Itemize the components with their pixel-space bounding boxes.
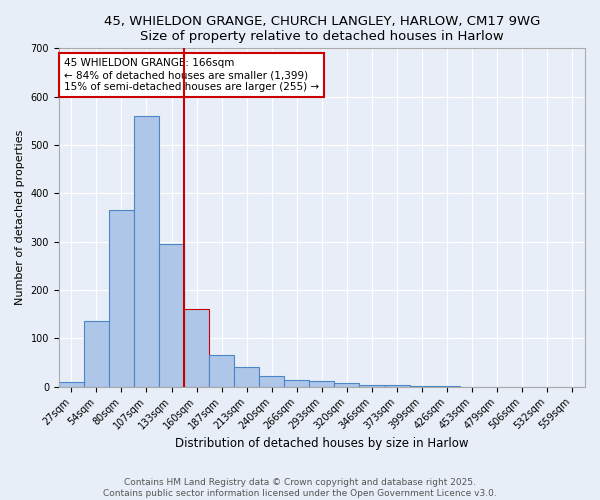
Title: 45, WHIELDON GRANGE, CHURCH LANGLEY, HARLOW, CM17 9WG
Size of property relative : 45, WHIELDON GRANGE, CHURCH LANGLEY, HAR… [104, 15, 540, 43]
Bar [84, 320, 109, 387]
X-axis label: Distribution of detached houses by size in Harlow: Distribution of detached houses by size … [175, 437, 469, 450]
Y-axis label: Number of detached properties: Number of detached properties [15, 130, 25, 306]
Text: Contains HM Land Registry data © Crown copyright and database right 2025.
Contai: Contains HM Land Registry data © Crown c… [103, 478, 497, 498]
Bar [109, 210, 134, 387]
Bar [209, 356, 234, 387]
Bar [310, 381, 334, 387]
Bar [234, 366, 259, 387]
Text: 45 WHIELDON GRANGE: 166sqm
← 84% of detached houses are smaller (1,399)
15% of s: 45 WHIELDON GRANGE: 166sqm ← 84% of deta… [64, 58, 319, 92]
Bar [59, 382, 84, 387]
Bar [385, 386, 410, 387]
Bar [259, 376, 284, 387]
Bar [284, 380, 310, 387]
Bar [184, 310, 209, 387]
Bar [159, 244, 184, 387]
Bar [334, 383, 359, 387]
Bar [359, 386, 385, 387]
Bar [134, 116, 159, 387]
